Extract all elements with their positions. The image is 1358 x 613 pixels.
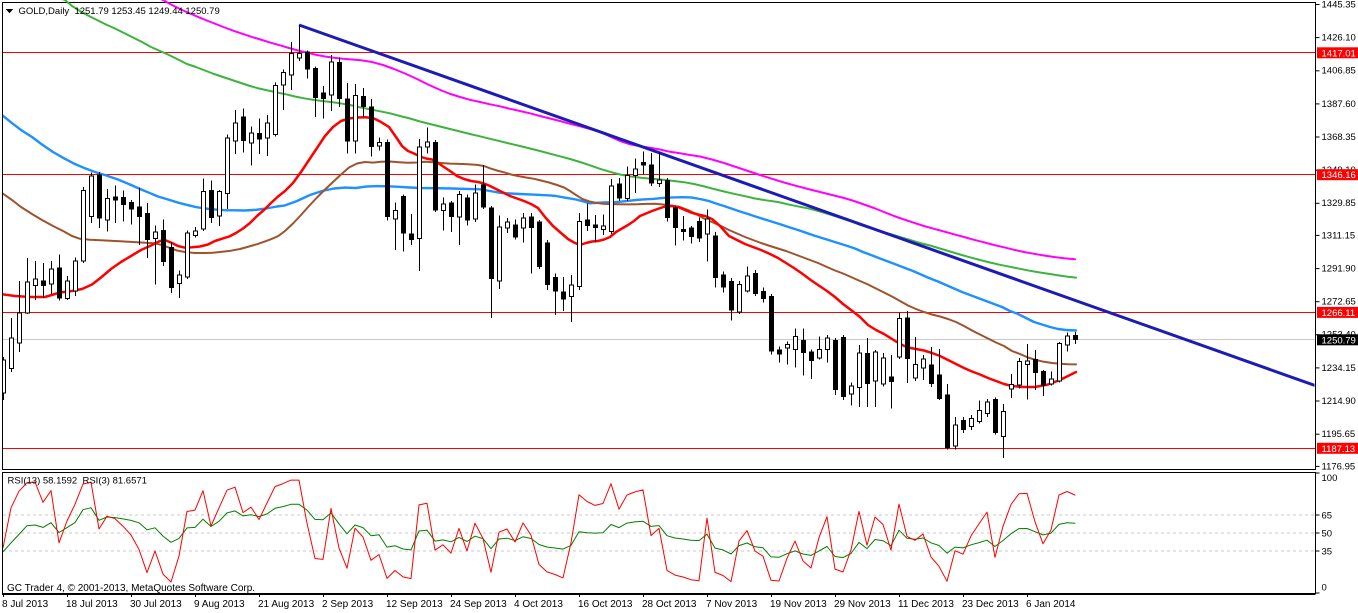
svg-text:1187.13: 1187.13 <box>1322 444 1356 455</box>
svg-text:8 Jul 2013: 8 Jul 2013 <box>2 599 49 610</box>
svg-text:1426.10: 1426.10 <box>1322 33 1356 44</box>
svg-text:1176.95: 1176.95 <box>1322 461 1356 472</box>
svg-text:1272.65: 1272.65 <box>1322 297 1356 308</box>
svg-text:0: 0 <box>1322 582 1327 593</box>
svg-text:4 Oct 2013: 4 Oct 2013 <box>514 599 563 610</box>
svg-text:1195.65: 1195.65 <box>1322 429 1356 440</box>
svg-text:1250.79: 1250.79 <box>1322 335 1356 346</box>
svg-text:50: 50 <box>1322 528 1333 539</box>
svg-text:6 Jan 2014: 6 Jan 2014 <box>1026 599 1076 610</box>
svg-text:1266.11: 1266.11 <box>1322 308 1356 319</box>
svg-text:30 Jul 2013: 30 Jul 2013 <box>130 599 182 610</box>
svg-text:RSI(13) 58.1592 RSI(3) 81.657: RSI(13) 58.1592 RSI(3) 81.6571 <box>8 476 147 487</box>
svg-text:1406.85: 1406.85 <box>1322 66 1356 77</box>
svg-text:2 Sep 2013: 2 Sep 2013 <box>322 599 374 610</box>
svg-text:9 Aug 2013: 9 Aug 2013 <box>194 599 245 610</box>
svg-text:1291.90: 1291.90 <box>1322 264 1356 275</box>
svg-text:1387.60: 1387.60 <box>1322 99 1356 110</box>
svg-text:29 Nov 2013: 29 Nov 2013 <box>834 599 891 610</box>
svg-text:GC Trader 4, © 2001-2013, Meta: GC Trader 4, © 2001-2013, MetaQuotes Sof… <box>7 583 255 594</box>
svg-text:1311.15: 1311.15 <box>1322 230 1356 241</box>
svg-text:1417.01: 1417.01 <box>1322 48 1356 59</box>
svg-text:7 Nov 2013: 7 Nov 2013 <box>706 599 758 610</box>
svg-text:35: 35 <box>1322 546 1333 557</box>
svg-text:1368.35: 1368.35 <box>1322 132 1356 143</box>
svg-text:11 Dec 2013: 11 Dec 2013 <box>898 599 954 610</box>
svg-text:23 Dec 2013: 23 Dec 2013 <box>962 599 1019 610</box>
svg-text:1445.35: 1445.35 <box>1322 0 1356 10</box>
svg-text:28 Oct 2013: 28 Oct 2013 <box>642 599 697 610</box>
svg-text:16 Oct 2013: 16 Oct 2013 <box>578 599 633 610</box>
svg-text:1234.15: 1234.15 <box>1322 363 1356 374</box>
svg-text:100: 100 <box>1322 473 1338 484</box>
svg-text:21 Aug 2013: 21 Aug 2013 <box>258 599 315 610</box>
svg-text:24 Sep 2013: 24 Sep 2013 <box>450 599 507 610</box>
svg-text:1329.85: 1329.85 <box>1322 198 1356 209</box>
svg-text:19 Nov 2013: 19 Nov 2013 <box>770 599 827 610</box>
svg-text:1214.90: 1214.90 <box>1322 396 1356 407</box>
svg-text:1346.16: 1346.16 <box>1322 170 1356 181</box>
svg-text:65: 65 <box>1322 510 1333 521</box>
svg-text:GOLD,Daily 1251.79 1253.45 12: GOLD,Daily 1251.79 1253.45 1249.44 1250.… <box>19 6 220 17</box>
svg-text:12 Sep 2013: 12 Sep 2013 <box>386 599 443 610</box>
svg-text:18 Jul 2013: 18 Jul 2013 <box>66 599 118 610</box>
